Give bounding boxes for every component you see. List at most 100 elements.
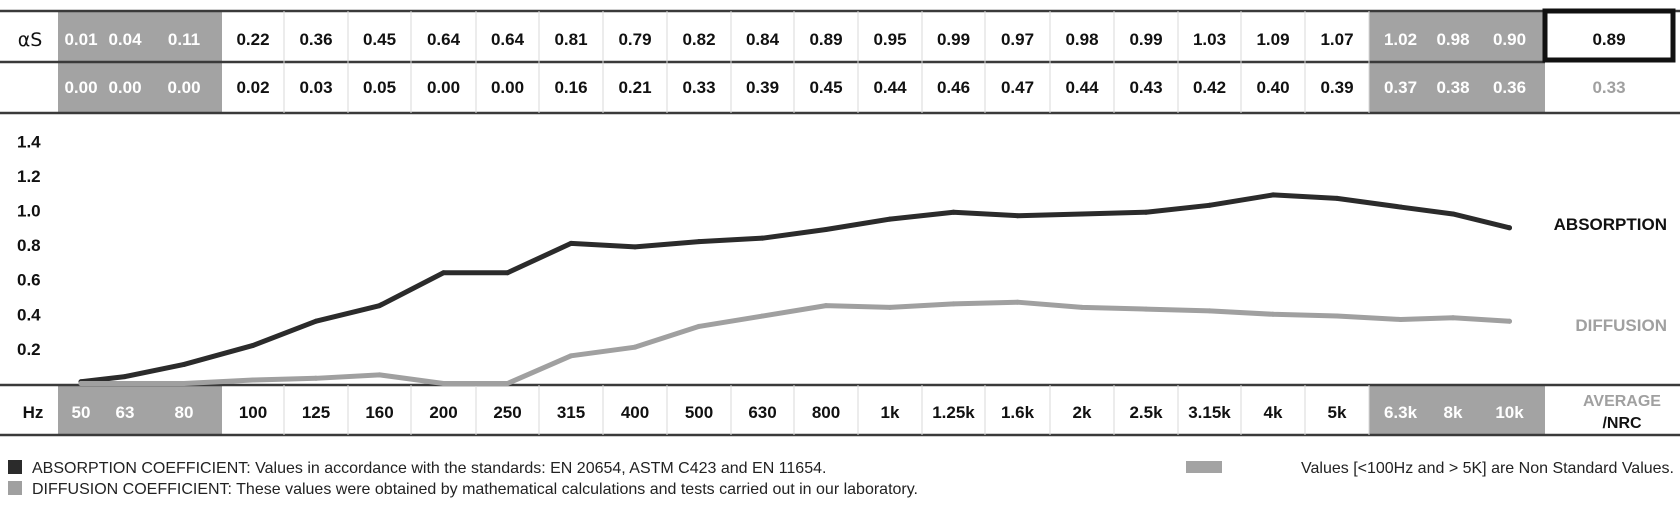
x-tick-1-25k: 1.25k: [932, 403, 975, 422]
x-tick-50: 50: [72, 403, 91, 422]
absorption-value-125: 0.36: [299, 30, 332, 49]
point-diffusion-4k: [1270, 311, 1276, 317]
diffusion-value-315: 0.16: [554, 78, 587, 97]
absorption-value-row: 0.01 0.04 0.11 0.22 0.36 0.45 0.64 0.64 0.81 0.79…: [64, 30, 1526, 49]
point-diffusion-315: [568, 353, 574, 359]
x-tick-8k: 8k: [1444, 403, 1463, 422]
point-diffusion-200: [441, 381, 446, 386]
average-nrc-label-line2: /NRC: [1602, 415, 1642, 432]
y-tick-1-4: 1.4: [17, 132, 41, 151]
nonstandard-bands: [58, 11, 1545, 435]
point-absorption-500: [696, 239, 702, 245]
point-absorption-4k: [1270, 192, 1276, 198]
point-diffusion-6-3k: [1398, 316, 1403, 322]
absorption-value-1-25k: 0.99: [937, 30, 970, 49]
x-tick-250: 250: [493, 403, 521, 422]
x-tick-63: 63: [116, 403, 135, 422]
diffusion-value-100: 0.02: [236, 78, 269, 97]
absorption-value-50: 0.01: [64, 30, 97, 49]
x-tick-6-3k: 6.3k: [1384, 403, 1418, 422]
y-tick-1-0: 1.0: [17, 202, 41, 221]
diffusion-average-value: 0.33: [1592, 78, 1625, 97]
diffusion-value-row: 0.00 0.00 0.00 0.02 0.03 0.05 0.00 0.00 0.16 0.21…: [64, 78, 1526, 97]
x-tick-2-5k: 2.5k: [1129, 403, 1163, 422]
x-axis-label-hz: Hz: [23, 403, 44, 422]
legend-swatch-nonstandard: [1186, 461, 1222, 473]
diffusion-value-400: 0.21: [618, 78, 651, 97]
absorption-average-box: [1542, 8, 1676, 63]
plot-area: [78, 192, 1512, 386]
nonstandard-band-bottom-0: [58, 385, 222, 435]
absorption-average-value: 0.89: [1592, 30, 1625, 49]
y-tick-0-4: 0.4: [17, 305, 41, 324]
diffusion-value-1k: 0.44: [873, 78, 907, 97]
point-absorption-1-25k: [951, 209, 956, 215]
point-absorption-63: [122, 374, 128, 380]
point-diffusion-400: [632, 344, 638, 350]
diffusion-value-500: 0.33: [682, 78, 715, 97]
x-tick-2k: 2k: [1073, 403, 1092, 422]
point-absorption-250: [505, 270, 510, 276]
point-absorption-1-6k: [1015, 213, 1020, 219]
x-tick-630: 630: [748, 403, 776, 422]
diffusion-value-1-25k: 0.46: [937, 78, 970, 97]
y-tick-0-2: 0.2: [17, 340, 41, 359]
point-absorption-3-15k: [1207, 202, 1212, 208]
point-absorption-2-5k: [1143, 209, 1149, 215]
diffusion-value-160: 0.05: [363, 78, 396, 97]
diffusion-value-50: 0.00: [64, 78, 97, 97]
legend-text-nonstandard: Values [<100Hz and > 5K] are Non Standar…: [1301, 460, 1674, 477]
series-line-diffusion: [78, 299, 1512, 386]
point-diffusion-160: [377, 372, 382, 378]
absorption-value-10k: 0.90: [1493, 30, 1526, 49]
x-tick-100: 100: [239, 403, 267, 422]
point-absorption-315: [568, 240, 574, 246]
point-diffusion-630: [760, 313, 765, 319]
absorption-value-160: 0.45: [363, 30, 396, 49]
point-absorption-160: [377, 303, 382, 309]
frequency-row: 50 63 80 100 125 160 200 250 315 400 500 630 800 1k 1.…: [72, 403, 1525, 422]
point-diffusion-800: [823, 303, 829, 309]
legend-swatch-absorption: [8, 460, 22, 474]
diffusion-value-10k: 0.36: [1493, 78, 1526, 97]
row-label-alpha-s: αS: [18, 29, 43, 51]
absorption-value-63: 0.04: [108, 30, 142, 49]
diffusion-value-2-5k: 0.43: [1129, 78, 1162, 97]
absorption-value-4k: 1.09: [1256, 30, 1289, 49]
point-diffusion-8k: [1450, 315, 1456, 321]
diffusion-value-630: 0.39: [746, 78, 779, 97]
point-absorption-10k: [1507, 225, 1512, 231]
series-label-absorption: ABSORPTION: [1554, 215, 1667, 234]
point-absorption-1k: [887, 216, 893, 222]
point-diffusion-10k: [1507, 318, 1512, 324]
absorption-value-315: 0.81: [554, 30, 587, 49]
point-diffusion-1-6k: [1015, 299, 1020, 305]
absorption-value-400: 0.79: [618, 30, 651, 49]
x-tick-500: 500: [685, 403, 713, 422]
y-tick-0-8: 0.8: [17, 236, 41, 255]
diffusion-value-800: 0.45: [809, 78, 842, 97]
diffusion-value-4k: 0.40: [1256, 78, 1289, 97]
x-tick-10k: 10k: [1495, 403, 1524, 422]
nonstandard-band-bottom-1: [1369, 385, 1545, 435]
diffusion-value-6-3k: 0.37: [1384, 78, 1417, 97]
absorption-value-8k: 0.98: [1436, 30, 1469, 49]
point-diffusion-500: [696, 323, 702, 329]
x-tick-4k: 4k: [1264, 403, 1283, 422]
absorption-value-6-3k: 1.02: [1384, 30, 1417, 49]
diffusion-value-125: 0.03: [299, 78, 332, 97]
point-diffusion-2-5k: [1143, 306, 1149, 312]
absorption-value-3-15k: 1.03: [1193, 30, 1226, 49]
y-axis: 1.4 1.2 1.0 0.8 0.6 0.4 0.2: [17, 132, 41, 359]
x-tick-315: 315: [557, 403, 585, 422]
point-absorption-100: [250, 342, 256, 348]
diffusion-value-8k: 0.38: [1436, 78, 1469, 97]
y-tick-0-6: 0.6: [17, 271, 41, 290]
absorption-value-250: 0.64: [491, 30, 525, 49]
series-label-diffusion: DIFFUSION: [1575, 316, 1667, 335]
point-diffusion-5k: [1334, 313, 1340, 319]
point-absorption-6-3k: [1398, 204, 1403, 210]
point-diffusion-1k: [887, 304, 893, 310]
y-tick-1-2: 1.2: [17, 167, 41, 186]
x-tick-200: 200: [429, 403, 457, 422]
